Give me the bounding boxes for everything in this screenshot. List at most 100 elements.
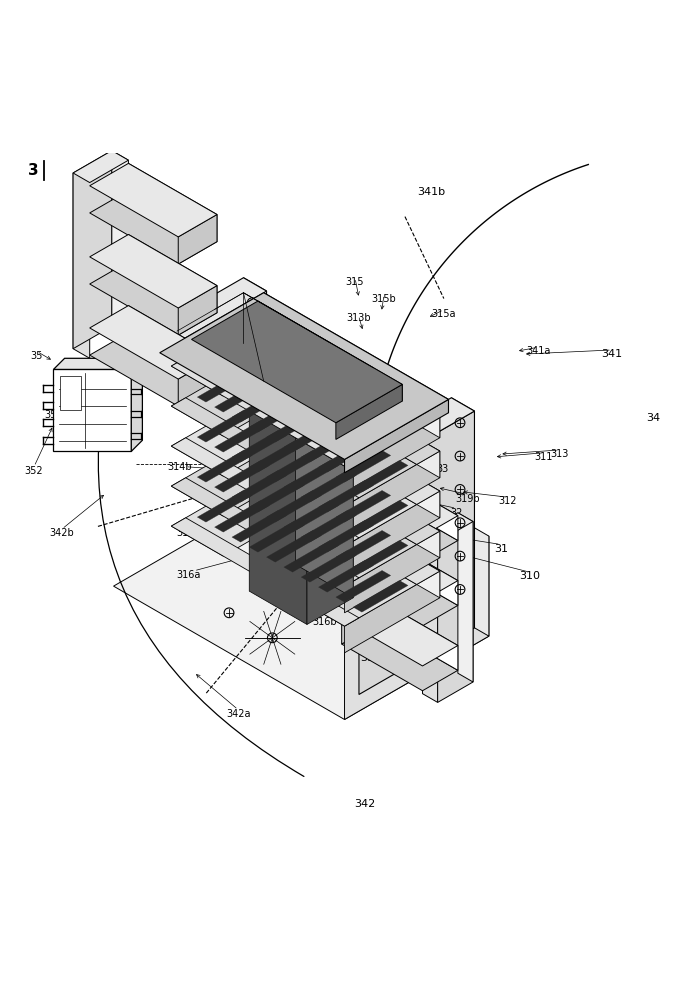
Text: 33: 33: [375, 548, 388, 558]
Polygon shape: [244, 311, 440, 424]
Polygon shape: [191, 301, 402, 423]
Polygon shape: [345, 451, 440, 533]
Text: 312: 312: [498, 496, 517, 506]
Text: 314: 314: [314, 598, 332, 608]
Polygon shape: [171, 484, 295, 556]
Polygon shape: [249, 360, 304, 392]
Polygon shape: [61, 376, 81, 410]
Polygon shape: [342, 559, 458, 626]
Text: 316: 316: [360, 653, 381, 663]
Polygon shape: [345, 399, 448, 473]
Polygon shape: [377, 599, 458, 670]
Text: 341a: 341a: [526, 346, 551, 356]
Polygon shape: [90, 191, 217, 264]
Polygon shape: [244, 431, 440, 544]
Polygon shape: [301, 550, 356, 582]
Polygon shape: [232, 430, 287, 462]
Polygon shape: [422, 533, 438, 702]
Polygon shape: [336, 410, 390, 442]
Polygon shape: [292, 434, 417, 506]
Text: 316b: 316b: [312, 617, 337, 627]
Polygon shape: [267, 311, 440, 438]
Text: 310: 310: [519, 571, 541, 581]
Polygon shape: [249, 520, 304, 552]
Polygon shape: [90, 306, 217, 379]
Polygon shape: [342, 534, 377, 579]
Polygon shape: [319, 560, 373, 592]
Polygon shape: [353, 460, 408, 492]
Polygon shape: [342, 534, 458, 601]
Polygon shape: [249, 364, 353, 424]
Polygon shape: [178, 357, 217, 406]
Polygon shape: [307, 398, 353, 624]
Polygon shape: [301, 430, 356, 462]
Text: 315: 315: [346, 277, 364, 287]
Text: 33: 33: [436, 464, 449, 474]
Polygon shape: [249, 480, 304, 512]
Polygon shape: [232, 510, 287, 542]
Polygon shape: [235, 444, 272, 516]
Polygon shape: [301, 470, 356, 502]
Text: 341b: 341b: [418, 187, 445, 197]
Polygon shape: [301, 390, 356, 422]
Polygon shape: [422, 513, 473, 542]
Polygon shape: [345, 536, 489, 719]
Polygon shape: [284, 540, 339, 572]
Text: 352: 352: [25, 466, 43, 476]
Text: 318: 318: [290, 401, 308, 411]
Polygon shape: [359, 411, 475, 694]
Polygon shape: [267, 431, 440, 558]
Polygon shape: [129, 306, 217, 384]
Polygon shape: [292, 394, 417, 466]
Text: 314b: 314b: [168, 462, 192, 472]
Polygon shape: [342, 494, 458, 561]
Polygon shape: [353, 500, 408, 532]
Polygon shape: [353, 580, 408, 612]
Polygon shape: [244, 351, 319, 394]
Polygon shape: [171, 478, 359, 586]
Polygon shape: [267, 450, 322, 482]
Polygon shape: [214, 460, 269, 492]
Polygon shape: [171, 444, 295, 516]
Polygon shape: [342, 624, 458, 691]
Polygon shape: [353, 540, 408, 572]
Text: 341: 341: [601, 349, 622, 359]
Polygon shape: [90, 262, 217, 335]
Polygon shape: [171, 358, 359, 466]
Text: 313b: 313b: [346, 313, 371, 323]
Polygon shape: [178, 286, 217, 335]
Polygon shape: [267, 370, 322, 402]
Text: 315a: 315a: [432, 309, 456, 319]
Polygon shape: [90, 234, 217, 308]
Polygon shape: [342, 469, 458, 536]
Polygon shape: [171, 324, 295, 396]
Polygon shape: [249, 400, 304, 432]
Polygon shape: [345, 411, 440, 493]
Polygon shape: [336, 450, 390, 482]
Polygon shape: [267, 471, 440, 598]
Polygon shape: [258, 403, 489, 636]
Polygon shape: [258, 301, 402, 401]
Polygon shape: [336, 490, 390, 522]
Polygon shape: [249, 440, 304, 472]
Text: 315b: 315b: [372, 294, 397, 304]
Polygon shape: [171, 438, 359, 546]
Polygon shape: [178, 215, 217, 264]
Polygon shape: [377, 534, 458, 605]
Polygon shape: [232, 350, 287, 382]
Polygon shape: [129, 234, 217, 313]
Polygon shape: [197, 330, 252, 362]
Polygon shape: [232, 470, 287, 502]
Polygon shape: [171, 518, 359, 626]
Polygon shape: [267, 351, 440, 478]
Text: 31: 31: [494, 544, 508, 554]
Polygon shape: [244, 471, 440, 584]
Text: 313: 313: [550, 449, 569, 459]
Polygon shape: [267, 410, 322, 442]
Text: 3: 3: [29, 163, 39, 178]
Polygon shape: [284, 380, 339, 412]
Polygon shape: [365, 501, 440, 544]
Text: 350: 350: [148, 348, 167, 358]
Polygon shape: [336, 530, 390, 562]
Polygon shape: [214, 500, 269, 532]
